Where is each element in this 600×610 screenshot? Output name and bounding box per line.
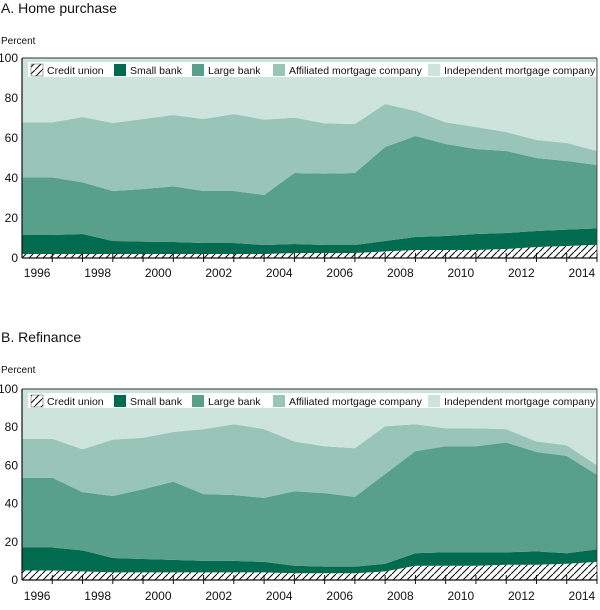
legend-label: Credit union: [47, 65, 104, 77]
legend-swatch-affiliated: [273, 64, 285, 76]
y-axis-label: Percent: [1, 365, 36, 376]
area-large-bank: [22, 136, 597, 245]
y-tick-label: 0: [11, 573, 18, 587]
legend-label: Affiliated mortgage company: [289, 65, 423, 77]
x-tick-label: 2008: [387, 589, 414, 603]
legend-background: [28, 393, 596, 408]
y-tick-label: 20: [5, 211, 19, 225]
area-large-bank: [22, 442, 597, 567]
legend-label: Affiliated mortgage company: [289, 396, 423, 408]
area-credit-union: [22, 244, 597, 258]
area-credit-union: [22, 561, 597, 580]
legend: Credit union Small bank Large bank Affiliat…: [28, 393, 596, 408]
legend-swatch-large-bank: [192, 64, 204, 76]
legend-swatch-credit-union: [30, 394, 44, 408]
legend-label: Large bank: [208, 396, 261, 408]
area-independent: [22, 389, 597, 466]
x-tick-label: 1996: [24, 266, 51, 280]
area-small-bank: [22, 547, 597, 574]
x-tick-label: 2012: [508, 266, 535, 280]
x-tick-label: 2012: [508, 589, 535, 603]
x-tick-label: 2002: [205, 266, 232, 280]
x-tick-label: 2004: [266, 266, 293, 280]
area-affiliated: [22, 424, 597, 498]
legend-label: Large bank: [208, 65, 261, 77]
legend-swatch-affiliated: [273, 395, 285, 407]
legend-swatch-credit-union: [30, 63, 44, 77]
legend-label: Independent mortgage company: [444, 396, 596, 408]
x-tick-label: 1996: [24, 589, 51, 603]
legend: Credit union Small bank Large bank Affiliat…: [28, 62, 596, 77]
legend-background: [28, 62, 596, 77]
x-tick-label: 2008: [387, 266, 414, 280]
x-tick-label: 2004: [266, 589, 293, 603]
legend-swatch-independent: [428, 395, 440, 407]
area-affiliated: [22, 104, 597, 195]
panel-title: B. Refinance: [1, 329, 81, 345]
y-tick-label: 100: [0, 382, 18, 396]
y-tick-label: 20: [5, 535, 19, 549]
x-tick-label: 2010: [447, 589, 474, 603]
legend-swatch-large-bank: [192, 395, 204, 407]
legend-swatch-small-bank: [114, 395, 126, 407]
area-small-bank: [22, 228, 597, 254]
area-independent: [22, 58, 597, 151]
x-tick-label: 2006: [326, 266, 353, 280]
x-tick-label: 2000: [145, 589, 172, 603]
y-tick-label: 40: [5, 171, 19, 185]
panel-home-purchase: A. Home purchase Percent 0 20 40 60 80 100 1996 1…: [0, 0, 598, 280]
legend-swatch-small-bank: [114, 64, 126, 76]
y-tick-label: 100: [0, 51, 18, 65]
x-tick-label: 2000: [145, 266, 172, 280]
y-tick-label: 60: [5, 458, 19, 472]
y-tick-label: 0: [11, 251, 18, 265]
x-tick-label: 2002: [205, 589, 232, 603]
x-tick-label: 1998: [84, 589, 111, 603]
legend-label: Small bank: [130, 396, 183, 408]
y-tick-label: 80: [5, 420, 19, 434]
x-tick-label: 2014: [569, 266, 596, 280]
y-tick-label: 40: [5, 497, 19, 511]
x-tick-label: 1998: [84, 266, 111, 280]
legend-label: Small bank: [130, 65, 183, 77]
panel-refinance: B. Refinance Percent 0 20 40 60 80 100 1996 1998 2…: [0, 329, 598, 603]
x-tick-label: 2014: [569, 589, 596, 603]
panel-title: A. Home purchase: [1, 0, 117, 16]
x-tick-label: 2010: [447, 266, 474, 280]
y-axis-label: Percent: [1, 36, 36, 47]
legend-swatch-independent: [428, 64, 440, 76]
legend-label: Credit union: [47, 396, 104, 408]
y-tick-label: 80: [5, 91, 19, 105]
legend-label: Independent mortgage company: [444, 65, 596, 77]
x-tick-label: 2006: [326, 589, 353, 603]
y-tick-label: 60: [5, 131, 19, 145]
